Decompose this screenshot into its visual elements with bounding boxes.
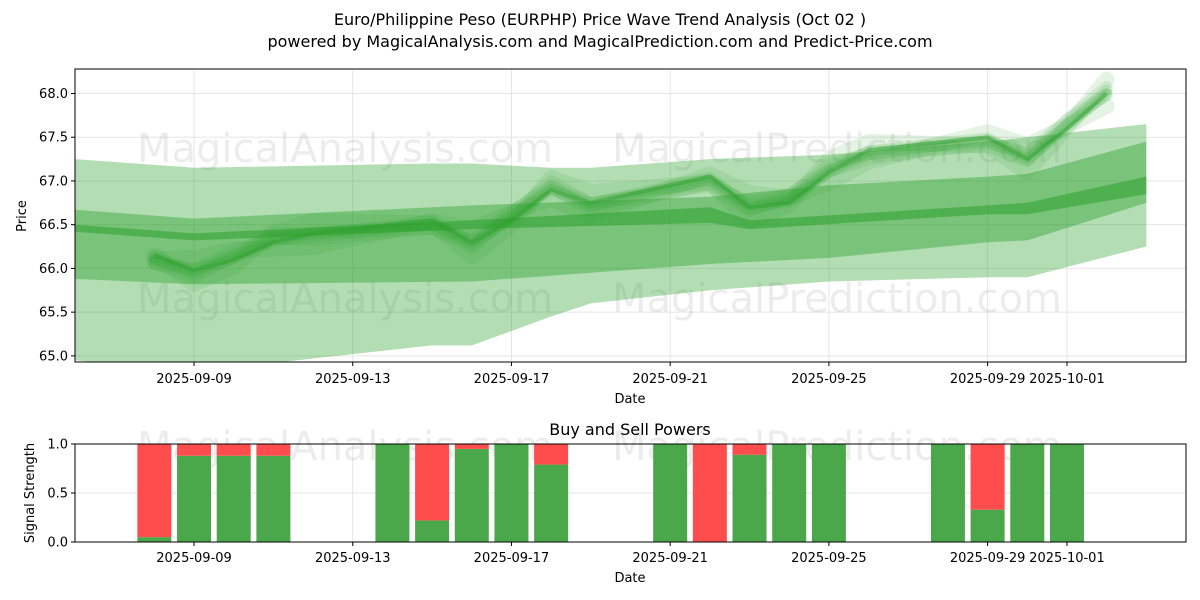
buy-bar: [375, 444, 410, 542]
buy-bar: [772, 444, 807, 542]
buy-bar: [534, 464, 569, 542]
x-tick-label: 2025-09-29: [950, 551, 1026, 566]
buy-bar: [930, 444, 965, 542]
buy-bar: [216, 455, 251, 542]
y-tick-label: 0.5: [47, 487, 68, 502]
axes: 2025-09-09 2025-09-13 2025-09-17 2025-09-21…: [23, 438, 1105, 587]
price-wave: [148, 89, 1113, 275]
axes: 2025-09-09 2025-09-13 2025-09-17 2025-09-21…: [15, 87, 1105, 407]
sell-bar: [256, 444, 291, 456]
y-tick-label: 66.5: [39, 218, 68, 233]
buy-bar: [732, 454, 767, 542]
price-line: [153, 92, 1108, 273]
y-tick-label: 65.0: [39, 349, 68, 364]
buy-bar: [177, 455, 212, 542]
x-tick-label: 2025-09-17: [474, 551, 550, 566]
watermark-text: MagicalPrediction.com: [612, 276, 1062, 322]
y-tick-label: 67.0: [39, 174, 68, 189]
buy-bar: [1010, 444, 1045, 542]
buy-bar: [256, 455, 291, 542]
buy-bar: [454, 448, 489, 542]
x-tick-label: 2025-09-21: [632, 372, 708, 387]
power-chart: Buy and Sell PowersMagicalAnalysis.comMa…: [23, 420, 1187, 587]
sell-bar: [534, 444, 569, 465]
plot-frame: [74, 68, 1187, 363]
y-axis-label: Price: [15, 200, 30, 232]
x-tick-label: 2025-09-29: [950, 372, 1026, 387]
price-wave: [148, 84, 1113, 280]
x-tick-label: 2025-09-13: [315, 551, 391, 566]
x-tick-label: 2025-10-01: [1029, 372, 1105, 387]
grid: [75, 69, 1186, 362]
trend-band: [75, 124, 1147, 362]
sell-bar: [970, 444, 1005, 510]
buy-bar: [415, 520, 450, 542]
watermark-text: MagicalAnalysis.com: [137, 276, 553, 322]
x-tick-label: 2025-09-25: [791, 551, 867, 566]
x-tick-label: 2025-09-13: [315, 372, 391, 387]
trend-band: [75, 176, 1147, 241]
x-tick-label: 2025-09-21: [632, 551, 708, 566]
price-wave: [149, 88, 1112, 276]
price-chart: MagicalAnalysis.com MagicalPrediction.com…: [15, 68, 1187, 407]
sell-bar: [137, 444, 172, 538]
buy-bar: [137, 537, 172, 542]
buy-bar: [811, 444, 846, 542]
price-wave: [147, 88, 1114, 277]
y-tick-label: 67.5: [39, 131, 68, 146]
y-tick-label: 0.0: [47, 536, 68, 551]
y-tick-label: 1.0: [47, 438, 68, 453]
watermarks: MagicalAnalysis.com MagicalPrediction.com…: [137, 126, 1062, 322]
sell-bar: [177, 444, 212, 456]
y-tick-label: 66.0: [39, 262, 68, 277]
y-axis-label: Signal Strength: [23, 443, 38, 543]
x-tick-label: 2025-09-17: [474, 372, 550, 387]
price-wave: [146, 71, 1115, 292]
buy-bar: [1049, 444, 1084, 542]
bars: [137, 444, 1084, 542]
sell-bar: [732, 444, 767, 455]
buy-bar: [970, 509, 1005, 542]
power-chart-title: Buy and Sell Powers: [549, 420, 711, 439]
x-axis-label: Date: [614, 571, 645, 586]
sell-bar: [692, 444, 727, 542]
buy-bar: [653, 444, 688, 542]
x-tick-label: 2025-09-09: [156, 551, 232, 566]
x-axis-label: Date: [614, 392, 645, 407]
plot-area: [75, 71, 1147, 362]
chart-subtitle: powered by MagicalAnalysis.com and Magic…: [267, 32, 932, 51]
x-tick-label: 2025-09-25: [791, 372, 867, 387]
sell-bar: [415, 444, 450, 521]
watermark-text: MagicalAnalysis.com: [137, 126, 553, 172]
buy-bar: [494, 444, 529, 542]
y-tick-label: 68.0: [39, 87, 68, 102]
chart-title: Euro/Philippine Peso (EURPHP) Price Wave…: [334, 10, 866, 29]
watermark-text: MagicalPrediction.com: [612, 126, 1062, 172]
x-tick-label: 2025-09-09: [156, 372, 232, 387]
x-tick-label: 2025-10-01: [1029, 551, 1105, 566]
y-tick-label: 65.5: [39, 306, 68, 321]
sell-bar: [454, 444, 489, 449]
sell-bar: [216, 444, 251, 456]
price-wave: [147, 81, 1114, 284]
price-wave: [146, 98, 1115, 268]
